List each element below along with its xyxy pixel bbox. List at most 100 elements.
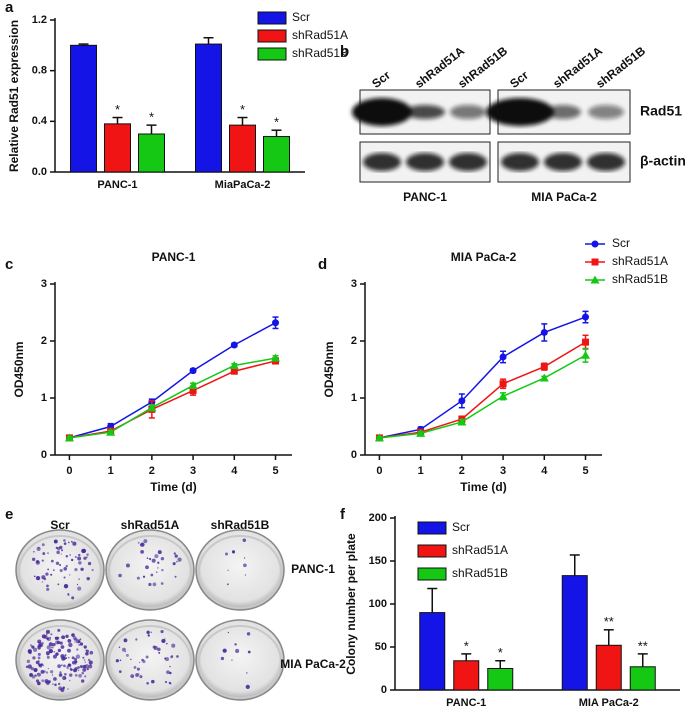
colony-dot xyxy=(69,679,71,682)
colony-dot xyxy=(34,674,37,677)
colony-dot xyxy=(57,664,62,669)
colony-dot xyxy=(73,639,76,641)
marker xyxy=(189,367,197,375)
colony-dot xyxy=(164,680,168,684)
colony-dot xyxy=(118,670,122,673)
colony-dot xyxy=(45,629,50,634)
colony-dot xyxy=(141,658,144,662)
colony-dot xyxy=(66,666,69,670)
colony-dot xyxy=(79,642,84,646)
colony-dot xyxy=(62,676,67,681)
colony-dot xyxy=(78,674,82,678)
colony-dot xyxy=(57,682,61,686)
colony-dot xyxy=(30,644,33,647)
colony-dot xyxy=(139,675,143,679)
colony-dot xyxy=(61,635,66,640)
colony-dot xyxy=(81,548,86,554)
colony-dot xyxy=(37,656,41,660)
plate-rim xyxy=(18,535,102,609)
colony-dot xyxy=(79,638,82,641)
colony-dot xyxy=(50,573,53,576)
colony-dot xyxy=(73,657,78,662)
colony-dot xyxy=(71,596,75,600)
colony-dot xyxy=(59,568,63,573)
colony-dot xyxy=(48,649,53,654)
colony-dot xyxy=(39,642,41,644)
colony-dot xyxy=(84,661,86,663)
legend-swatch xyxy=(257,29,287,43)
legend-label: Scr xyxy=(612,236,630,250)
colony-dot xyxy=(138,661,141,664)
x-tick-label: PANC-1 xyxy=(446,697,486,709)
colony-dot xyxy=(86,576,90,581)
colony-dot xyxy=(67,638,72,643)
y-tick-label: 0.0 xyxy=(32,166,47,178)
panel-letter: b xyxy=(340,43,349,60)
colony-dot xyxy=(40,670,45,674)
colony-dot xyxy=(146,630,150,635)
legend-marker xyxy=(591,240,599,248)
colony-dot xyxy=(157,647,161,652)
colony-dot xyxy=(47,552,49,554)
x-tick-label: 1 xyxy=(418,465,424,477)
colony-dot xyxy=(79,665,83,669)
y-axis-label: OD450nm xyxy=(12,341,26,397)
chart-title: PANC-1 xyxy=(152,250,196,264)
colony-dot xyxy=(124,651,127,653)
error-bar xyxy=(637,653,648,667)
colony-dot xyxy=(135,638,138,641)
colony-dot xyxy=(71,633,75,637)
bar xyxy=(453,660,480,691)
colony-dot xyxy=(68,642,73,648)
legend-swatch xyxy=(257,47,287,61)
colony-dot xyxy=(160,582,164,585)
significance-mark: ** xyxy=(638,638,648,653)
y-tick-label: 0 xyxy=(381,684,387,696)
colony-dot xyxy=(150,631,152,634)
marker xyxy=(106,427,116,436)
plate xyxy=(105,619,195,701)
colony-dot xyxy=(226,583,229,586)
colony-dot xyxy=(38,660,40,662)
colony-dot xyxy=(47,667,50,670)
y-tick-label: 150 xyxy=(369,555,387,567)
colonies xyxy=(32,539,94,600)
colony-dot xyxy=(152,582,157,587)
colony-dot xyxy=(164,657,167,660)
colony-dot xyxy=(41,581,44,583)
x-tick-label: PANC-1 xyxy=(97,179,137,191)
cell-line-label: PANC-1 xyxy=(403,190,447,204)
series-line xyxy=(69,322,276,439)
colony-dot xyxy=(74,568,78,572)
colony-dot xyxy=(60,645,65,649)
legend-swatch xyxy=(417,521,447,535)
lane-label: Scr xyxy=(507,68,531,91)
colony-dot xyxy=(82,668,87,673)
colony-dot xyxy=(70,668,73,672)
x-tick-label: MIA PaCa-2 xyxy=(579,697,639,709)
colony-dot xyxy=(45,680,50,685)
blot-band xyxy=(363,153,401,171)
colony-dot xyxy=(74,555,77,558)
error-bar xyxy=(203,36,214,45)
colony-dot xyxy=(35,575,41,581)
colony-dot xyxy=(30,667,34,671)
colony-dot xyxy=(37,652,41,656)
colony-dot xyxy=(135,673,139,677)
plate-rim xyxy=(108,625,192,699)
colony-dot xyxy=(46,645,51,650)
colony-dot xyxy=(148,557,152,561)
colony-dot xyxy=(78,561,82,565)
colony-dot xyxy=(75,639,81,644)
marker xyxy=(374,433,384,442)
colony-dot xyxy=(155,571,158,573)
colony-dot xyxy=(72,636,77,640)
colony-dot xyxy=(243,563,247,568)
colony-dot xyxy=(58,673,63,677)
colony-dot xyxy=(51,674,54,676)
blot-row-label: Rad51 xyxy=(640,103,682,119)
blot-bands xyxy=(486,98,624,126)
blot-band xyxy=(501,153,539,171)
colony-dot xyxy=(67,688,69,690)
